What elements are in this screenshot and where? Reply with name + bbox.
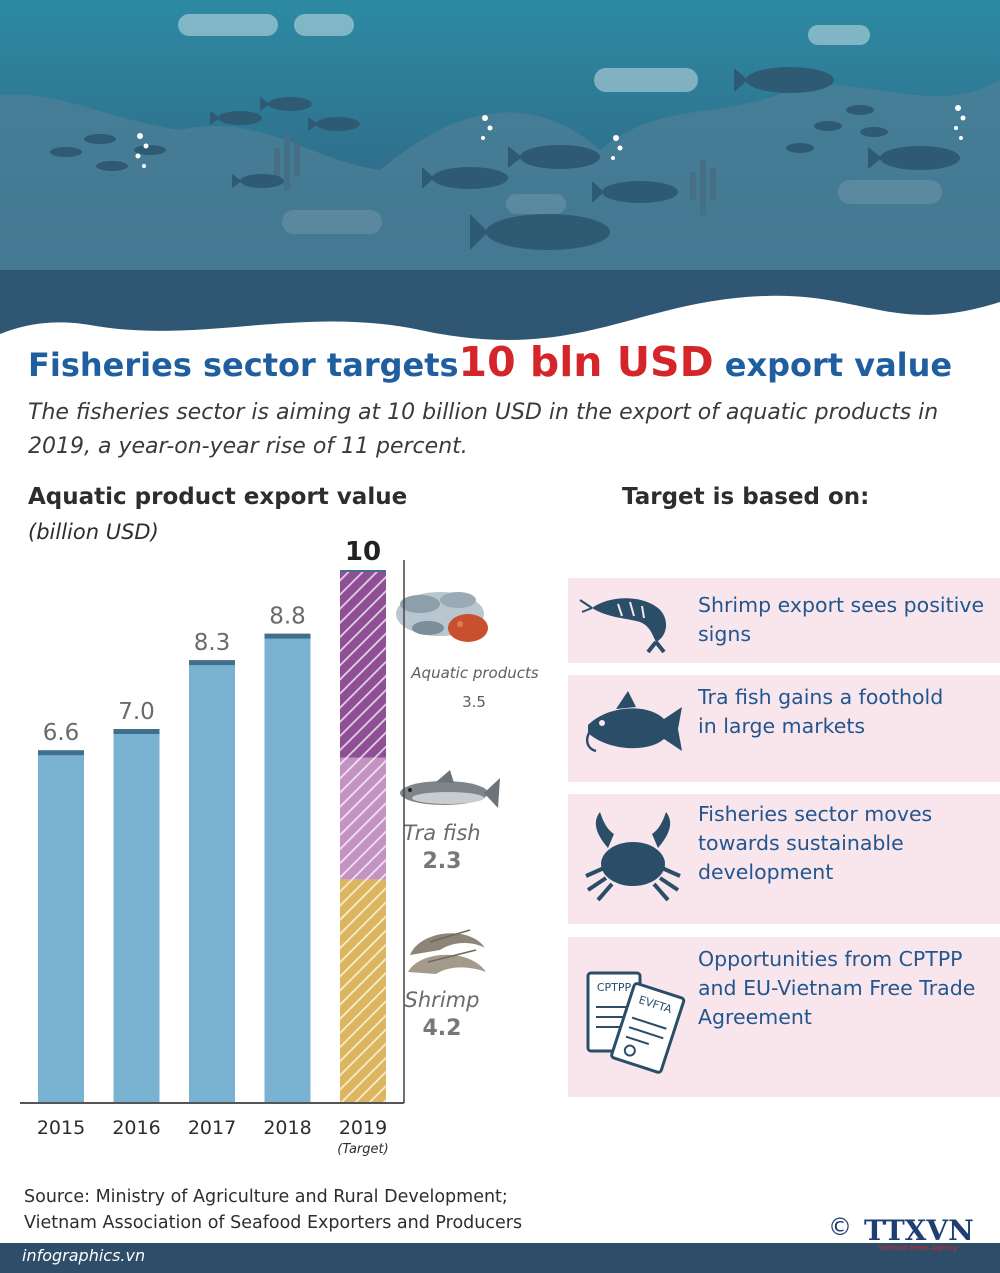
value-label-2015: 6.6 [43, 720, 80, 746]
reason-line: signs [698, 622, 752, 646]
aquatic-products-picture [396, 592, 488, 642]
shrimp-label: Shrimp [405, 988, 480, 1012]
value-label-2017: 8.3 [194, 630, 231, 656]
reason-card-tra-fish: Tra fish gains a foothold in large marke… [568, 675, 1000, 782]
tra-fish-label: Tra fish [403, 821, 480, 845]
category-label-2016: 2016 [112, 1117, 160, 1139]
source-line: Vietnam Association of Seafood Exporters… [24, 1213, 523, 1233]
coral-icon [274, 135, 716, 215]
chart-title: Aquatic product export value [28, 484, 408, 510]
aquatic-products-value: 3.5 [462, 693, 486, 711]
export-value-chart: 6.6 2015 7.0 2016 8.3 2017 8.8 2018 10 2019 (Targe… [20, 537, 539, 1157]
bar-2017 [189, 662, 235, 1102]
category-label-2015: 2015 [37, 1117, 85, 1139]
source-note: Source: Ministry of Agriculture and Rura… [24, 1184, 522, 1236]
bar-top-2018 [264, 633, 311, 639]
chart-unit: (billion USD) [28, 520, 159, 544]
ttxvn-logo: TTXVN Vietnam News Agency [864, 1214, 974, 1252]
reason-line: in large markets [698, 714, 866, 738]
reason-line: Fisheries sector moves [698, 802, 933, 826]
target-segment-hatch-1 [340, 757, 386, 880]
cptpp-doc-label: CPTPP [597, 981, 632, 994]
reason-line: Agreement [698, 1005, 812, 1029]
shrimp-value: 4.2 [423, 1016, 462, 1041]
tra-fish-picture [400, 770, 500, 808]
bar-top-2015 [38, 750, 84, 756]
logo-subtext: Vietnam News Agency [879, 1244, 958, 1252]
fish-icon [585, 691, 682, 753]
category-label-2018: 2018 [263, 1117, 311, 1139]
shrimp-picture [408, 929, 486, 974]
target-segment-hatch-2 [340, 572, 386, 758]
title-part2: export value [713, 346, 953, 384]
reason-card-shrimp: Shrimp export sees positive signs [568, 578, 1000, 663]
bar-top-2017 [189, 660, 235, 666]
aquatic-products-label: Aquatic products [410, 664, 539, 682]
bar-2018 [264, 635, 311, 1102]
reason-card-trade-agreements: CPTPP EVFTA Opportunities from CPTPP and… [568, 937, 1000, 1097]
bar-2016 [113, 731, 160, 1102]
page-title: Fisheries sector targets10 bln USD expor… [28, 338, 988, 394]
reason-text-tra-fish: Tra fish gains a foothold in large marke… [698, 683, 943, 741]
reason-line: development [698, 860, 834, 884]
reason-text-shrimp: Shrimp export sees positive signs [698, 591, 984, 649]
reason-line: Opportunities from CPTPP [698, 947, 963, 971]
logo-text: TTXVN [864, 1214, 974, 1247]
bar-2015 [38, 752, 84, 1102]
value-label-2018: 8.8 [269, 604, 306, 630]
crab-icon [585, 812, 681, 902]
title-part1: Fisheries sector targets [28, 346, 459, 384]
shrimp-icon [579, 598, 667, 654]
copyright-symbol: © [828, 1213, 852, 1241]
tra-fish-value: 2.3 [423, 849, 462, 874]
reason-line: towards sustainable [698, 831, 904, 855]
bar-top-2016 [113, 729, 160, 734]
footer-bar [0, 1243, 1000, 1273]
reason-line: Shrimp export sees positive [698, 593, 985, 617]
reason-text-sustainable: Fisheries sector moves towards sustainab… [698, 800, 932, 887]
subtitle: The fisheries sector is aiming at 10 bil… [28, 400, 939, 459]
source-line: Source: Ministry of Agriculture and Rura… [24, 1187, 508, 1207]
category-label-2019: 2019 [339, 1117, 387, 1139]
ocean-banner-illustration [0, 0, 1000, 360]
category-label-2017: 2017 [188, 1117, 236, 1139]
title-highlight: 10 bln USD [458, 338, 714, 386]
reason-line: Tra fish gains a foothold [698, 685, 944, 709]
footer-site-link[interactable]: infographics.vn [22, 1246, 146, 1265]
reason-line: and EU-Vietnam Free Trade [698, 976, 976, 1000]
documents-icon: CPTPP EVFTA [586, 971, 686, 1074]
reason-card-sustainable: Fisheries sector moves towards sustainab… [568, 794, 1000, 924]
value-label-2016: 7.0 [118, 699, 155, 725]
reason-text-trade-agreements: Opportunities from CPTPP and EU-Vietnam … [698, 945, 975, 1032]
target-segment-hatch-0 [340, 879, 386, 1102]
value-label-2019: 10 [345, 537, 381, 567]
targets-title: Target is based on: [622, 484, 870, 510]
category-note-2019: (Target) [337, 1142, 388, 1157]
